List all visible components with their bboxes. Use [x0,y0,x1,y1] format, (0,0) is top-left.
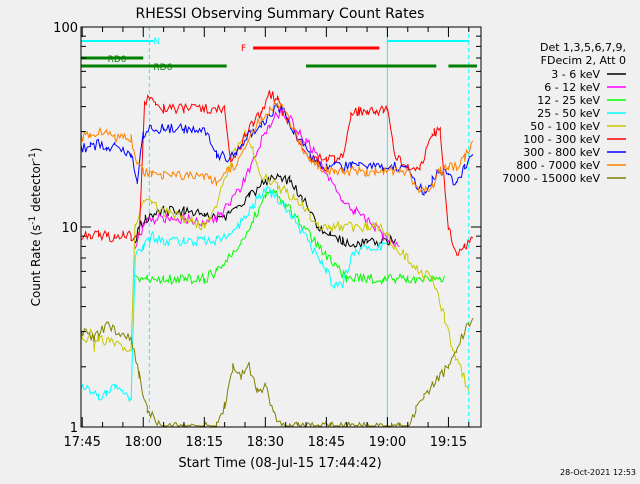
x-tick-label-2: 18:15 [186,435,223,450]
flag-label-n: N [153,37,160,47]
flag-layer: N F RD0 RD6 [81,37,477,73]
legend-label-4: 50 - 100 keV [530,120,600,133]
series-1 [134,106,400,249]
legend-label-7: 800 - 7000 keV [516,159,600,172]
flag-label-rd0: RD0 [108,55,127,65]
series-5 [80,90,474,256]
y-tick-label-0: 1 [70,421,78,436]
flag-label-f: F [241,44,246,54]
legend-label-0: 3 - 6 keV [551,68,600,81]
x-tick-label-4: 18:45 [308,435,345,450]
series-line-3 [80,186,388,403]
series-line-7 [80,100,474,194]
y-axis-label: Count Rate (s-1 detector-1) [28,148,43,307]
night-lines [148,27,470,427]
series-line-4 [80,129,470,392]
y-tick-label-2: 100 [53,21,78,36]
y-axis-label-sup2: -1 [28,152,38,161]
legend-header-line1: Det 1,3,5,6,7,9, [540,41,626,54]
legend-label-8: 7000 - 15000 keV [502,172,600,185]
x-tick-label-3: 18:30 [247,435,284,450]
series-3 [80,186,388,403]
chart-title: RHESSI Observing Summary Count Rates [136,6,425,22]
series-line-5 [80,90,474,256]
y-axis-label-end: ) [29,148,43,153]
y-tick-label-1: 10 [61,221,78,236]
legend-label-3: 25 - 50 keV [537,107,600,120]
flag-label-rd6: RD6 [153,63,172,73]
series-4 [80,129,470,392]
series-8 [80,317,474,428]
legend: Det 1,3,5,6,7,9, FDecim 2, Att 0 3 - 6 k… [502,41,626,185]
y-axis-label-main: Count Rate (s [29,225,43,307]
series-line-1 [134,106,400,249]
legend-header-line2: FDecim 2, Att 0 [541,54,626,67]
legend-label-2: 12 - 25 keV [537,94,600,107]
series-line-8 [80,317,474,428]
x-axis-label: Start Time (08-Jul-15 17:44:42) [178,456,381,471]
timestamp: 28-Oct-2021 12:53 [560,468,636,477]
legend-label-1: 6 - 12 keV [544,81,600,94]
series-line-2 [134,189,445,286]
series-7 [80,100,474,194]
x-tick-label-1: 18:00 [125,435,162,450]
series-2 [134,189,445,286]
legend-label-6: 300 - 800 keV [523,146,600,159]
y-axis-label-sup1: -1 [28,216,38,225]
legend-label-5: 100 - 300 keV [523,133,600,146]
x-tick-label-5: 19:00 [369,435,406,450]
x-tick-label-0: 17:45 [63,435,100,450]
x-tick-label-6: 19:15 [430,435,467,450]
series-layer [80,90,474,428]
y-axis-label-mid: detector [29,161,43,216]
axis-ticks: 17:45 18:00 18:15 18:30 18:45 19:00 19:15 1 10 10… [53,21,481,450]
